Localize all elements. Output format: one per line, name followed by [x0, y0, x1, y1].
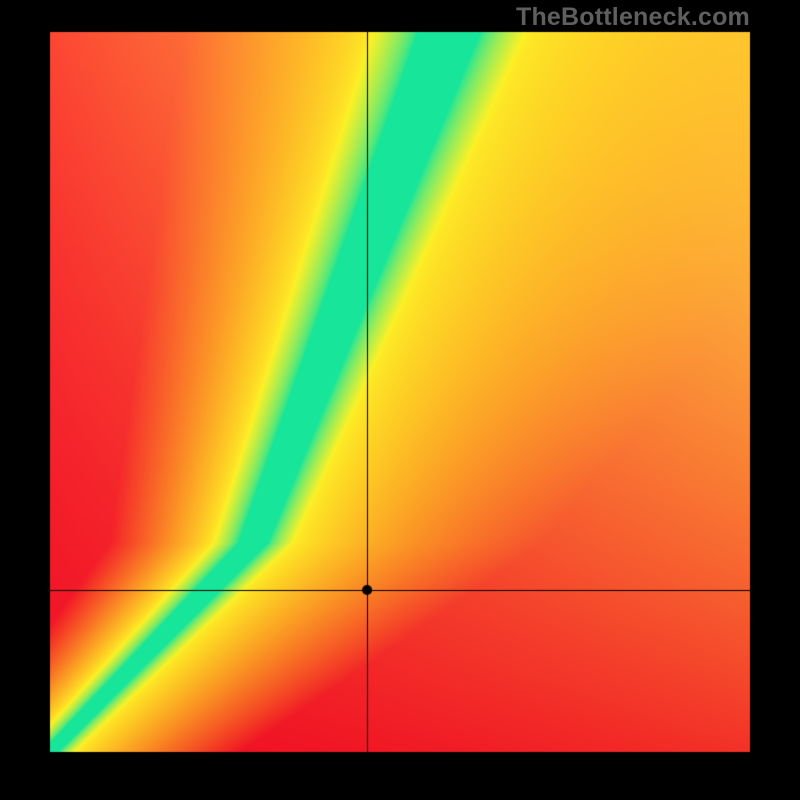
bottleneck-heatmap — [0, 0, 800, 800]
chart-root: TheBottleneck.com — [0, 0, 800, 800]
